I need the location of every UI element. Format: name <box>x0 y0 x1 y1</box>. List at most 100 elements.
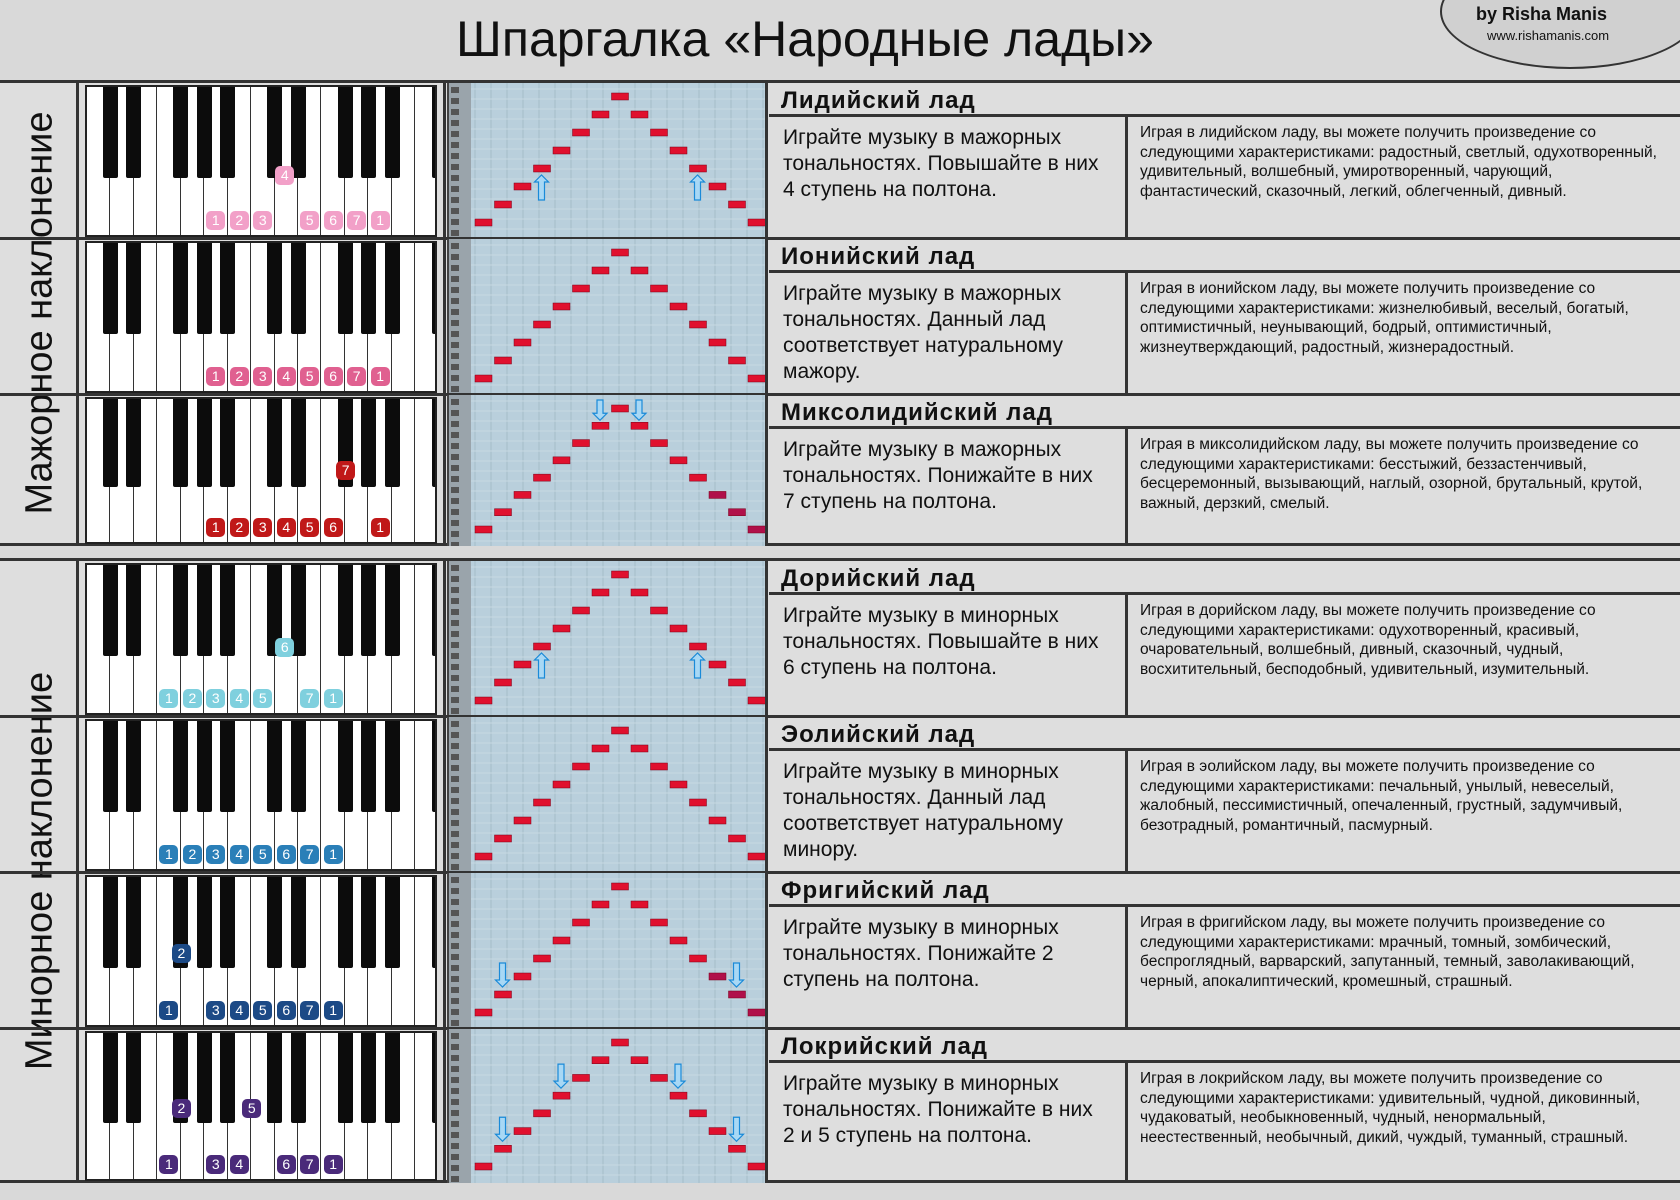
black-key[interactable] <box>267 1033 283 1123</box>
black-key[interactable] <box>196 1033 212 1123</box>
black-key[interactable] <box>431 399 435 487</box>
black-key[interactable] <box>173 721 189 812</box>
black-key[interactable] <box>290 565 306 656</box>
black-key[interactable] <box>337 565 353 656</box>
black-key[interactable] <box>220 721 236 812</box>
black-key[interactable] <box>102 87 118 178</box>
black-key[interactable] <box>102 399 118 487</box>
roll-note <box>611 882 629 891</box>
black-key[interactable] <box>384 399 400 487</box>
white-key[interactable] <box>415 243 435 391</box>
black-key[interactable] <box>361 243 377 334</box>
white-key[interactable] <box>415 87 435 235</box>
black-key[interactable] <box>337 87 353 178</box>
black-key[interactable] <box>337 877 353 968</box>
black-key[interactable] <box>431 87 435 178</box>
black-key[interactable] <box>337 1033 353 1123</box>
black-key[interactable] <box>126 565 142 656</box>
black-key[interactable] <box>102 1033 118 1123</box>
degree-badge: 7 <box>300 1001 320 1020</box>
black-key[interactable] <box>361 87 377 178</box>
degree-badge: 5 <box>300 518 320 537</box>
black-key[interactable] <box>196 243 212 334</box>
black-key[interactable] <box>196 721 212 812</box>
black-key[interactable] <box>126 1033 142 1123</box>
roll-key-mark <box>451 910 459 916</box>
black-key[interactable] <box>126 243 142 334</box>
black-key[interactable] <box>290 721 306 812</box>
black-key[interactable] <box>102 243 118 334</box>
roll-note <box>728 678 746 687</box>
black-key[interactable] <box>361 399 377 487</box>
black-key[interactable] <box>267 243 283 334</box>
roll-key-mark <box>451 131 459 137</box>
roll-key-mark <box>451 1033 459 1039</box>
black-key[interactable] <box>290 87 306 178</box>
black-key[interactable] <box>126 399 142 487</box>
black-key[interactable] <box>126 87 142 178</box>
black-key[interactable] <box>220 1033 236 1123</box>
white-key[interactable] <box>415 565 435 713</box>
black-key[interactable] <box>196 877 212 968</box>
black-key[interactable] <box>361 565 377 656</box>
white-key[interactable] <box>415 1033 435 1179</box>
black-key[interactable] <box>384 565 400 656</box>
mode-header: Ионийский лад <box>769 239 1680 273</box>
black-key[interactable] <box>431 1033 435 1123</box>
black-key[interactable] <box>267 565 283 656</box>
black-key[interactable] <box>220 399 236 487</box>
white-key[interactable] <box>415 399 435 542</box>
black-key[interactable] <box>384 1033 400 1123</box>
black-key[interactable] <box>220 877 236 968</box>
black-key[interactable] <box>384 87 400 178</box>
black-key[interactable] <box>384 877 400 968</box>
black-key[interactable] <box>220 243 236 334</box>
mode-row: 1 2 3 4 5 6 7 1 Эолийский лад Играйте музыку в ми… <box>0 715 1680 873</box>
roll-key-mark <box>451 809 459 815</box>
black-key[interactable] <box>267 721 283 812</box>
black-key[interactable] <box>384 721 400 812</box>
black-key[interactable] <box>220 565 236 656</box>
roll-key-mark <box>451 309 459 315</box>
black-key[interactable] <box>431 243 435 334</box>
white-key[interactable] <box>415 877 435 1025</box>
black-key[interactable] <box>431 721 435 812</box>
black-key[interactable] <box>431 877 435 968</box>
black-key[interactable] <box>173 243 189 334</box>
black-key[interactable] <box>337 721 353 812</box>
black-key[interactable] <box>361 721 377 812</box>
black-key[interactable] <box>173 87 189 178</box>
black-key[interactable] <box>290 1033 306 1123</box>
black-key[interactable] <box>267 399 283 487</box>
black-key[interactable] <box>220 87 236 178</box>
degree-badge: 3 <box>206 845 226 864</box>
divider-line <box>765 83 768 239</box>
black-key[interactable] <box>126 877 142 968</box>
black-key[interactable] <box>173 399 189 487</box>
white-key[interactable] <box>415 721 435 869</box>
arrow-down-icon <box>591 399 609 422</box>
black-key[interactable] <box>196 399 212 487</box>
black-key[interactable] <box>290 399 306 487</box>
black-key[interactable] <box>196 565 212 656</box>
roll-key-mark <box>451 142 459 148</box>
black-key[interactable] <box>102 721 118 812</box>
black-key[interactable] <box>290 243 306 334</box>
divider-line <box>765 395 768 546</box>
black-key[interactable] <box>196 87 212 178</box>
black-key[interactable] <box>361 877 377 968</box>
roll-key-mark <box>451 754 459 760</box>
black-key[interactable] <box>384 243 400 334</box>
black-key[interactable] <box>102 877 118 968</box>
black-key[interactable] <box>337 243 353 334</box>
black-key[interactable] <box>126 721 142 812</box>
black-key[interactable] <box>102 565 118 656</box>
black-key[interactable] <box>267 87 283 178</box>
black-key[interactable] <box>290 877 306 968</box>
black-key[interactable] <box>361 1033 377 1123</box>
black-key[interactable] <box>431 565 435 656</box>
degree-badge: 5 <box>300 211 320 230</box>
degree-badge: 6 <box>276 1001 296 1020</box>
black-key[interactable] <box>173 565 189 656</box>
black-key[interactable] <box>267 877 283 968</box>
